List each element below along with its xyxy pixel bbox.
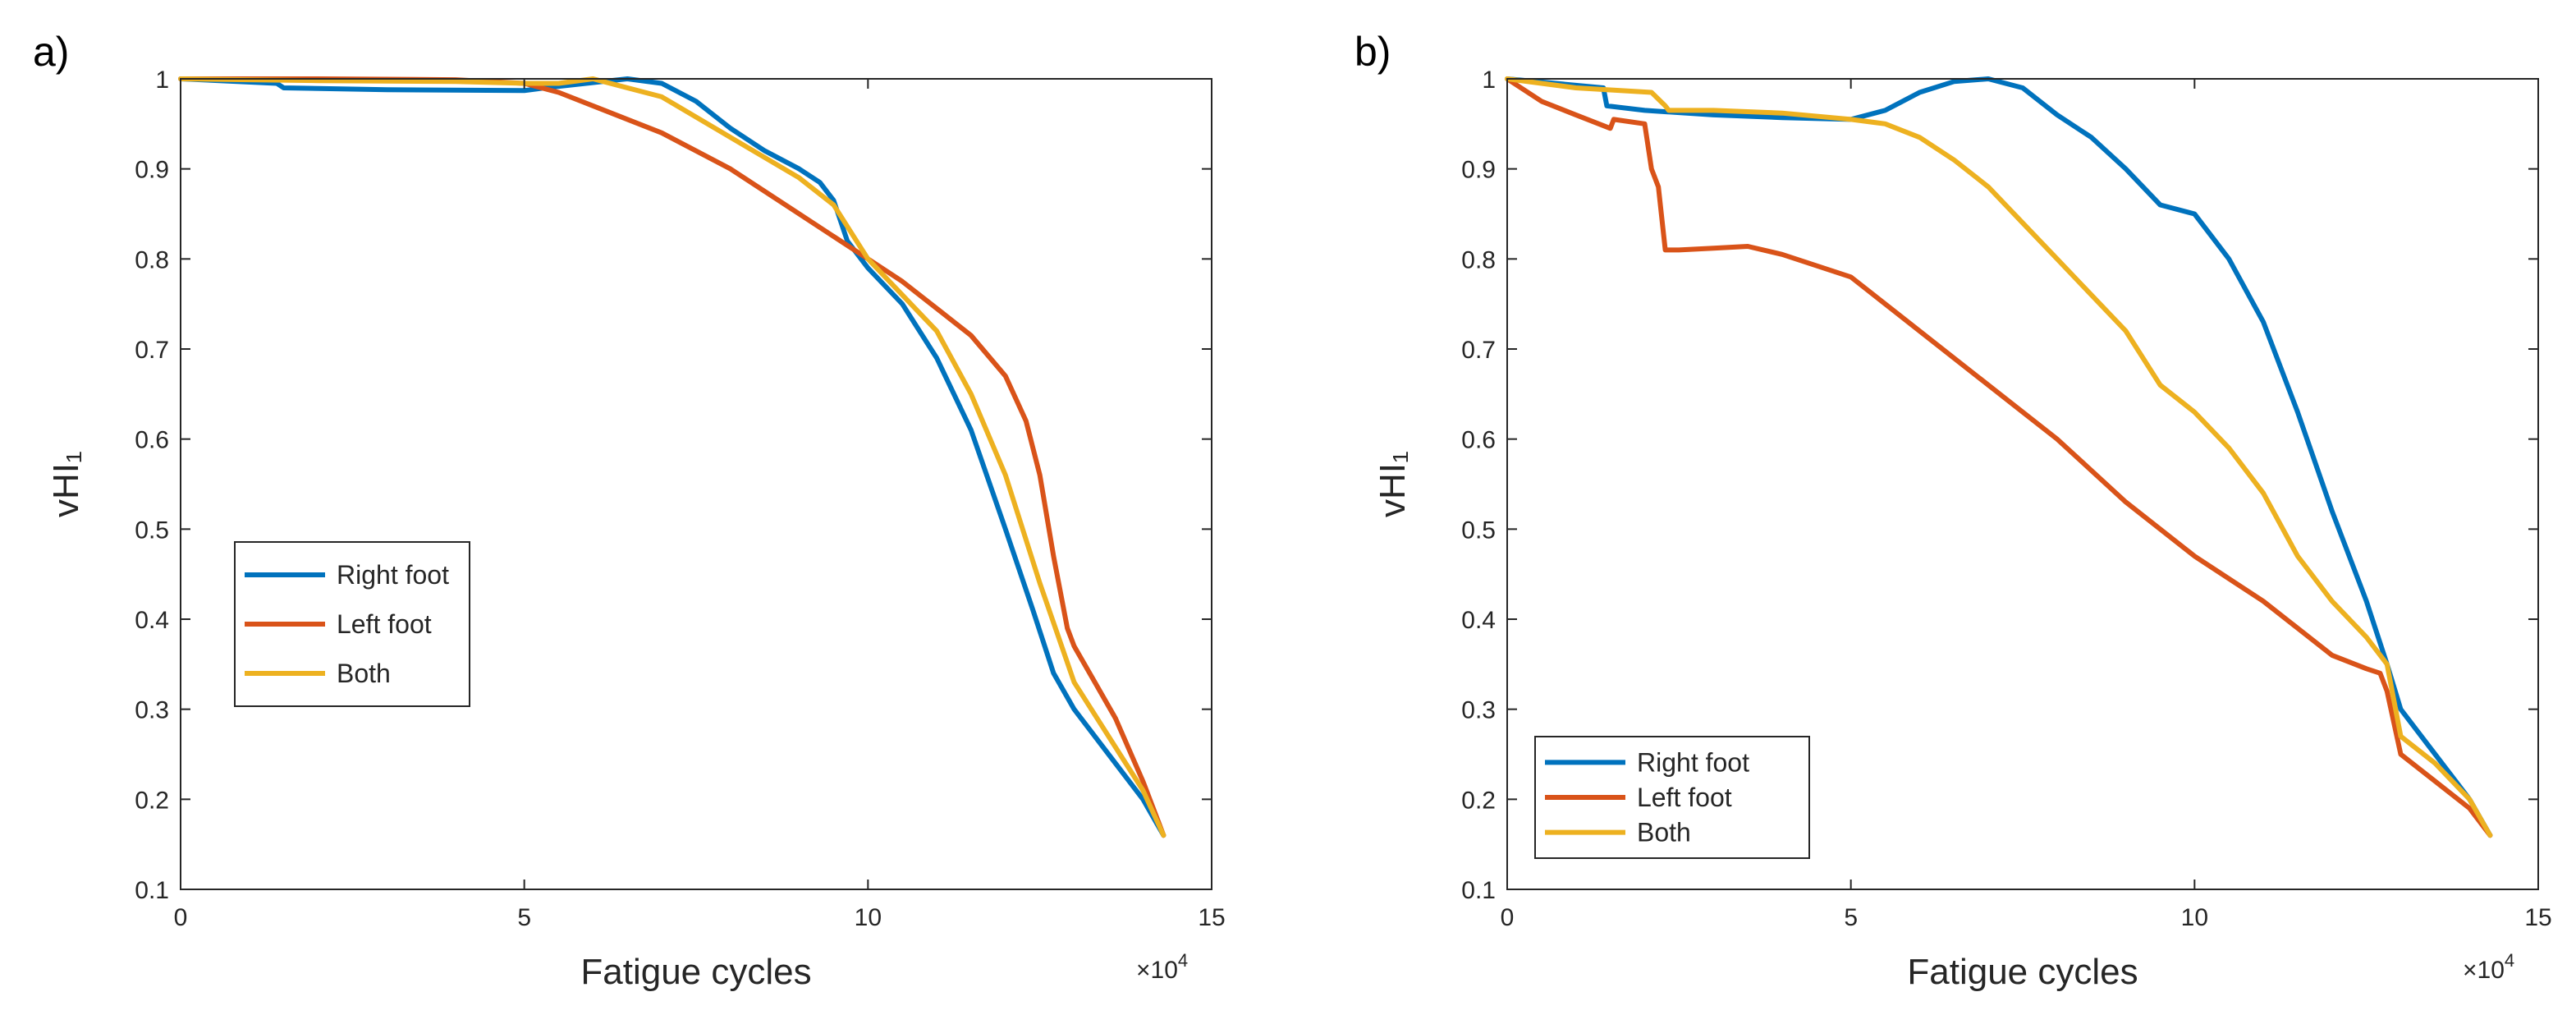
panel-a-legend-label-right-foot: Right foot	[337, 560, 449, 590]
panel-b-xtick-label: 15	[2524, 904, 2551, 931]
panel-b-label: b)	[1354, 29, 1391, 75]
panel-b-legend-label-both: Both	[1637, 818, 1691, 847]
panel-a-axes-box	[180, 78, 1212, 890]
panel-b-legend-label-right-foot: Right foot	[1637, 747, 1749, 777]
panel-b-ytick-label: 0.4	[1461, 607, 1496, 634]
panel-a-x-exponent-power: 4	[1178, 950, 1188, 971]
panel-a-xtick-label: 10	[855, 904, 882, 931]
panel-a-series-left-foot	[178, 76, 1167, 838]
panel-b: b) 0 5 10 15 0.1 0.2 0.3 0.4 0.5 0.6 0.7 0.8 0.9 1 vH…	[1354, 29, 2552, 992]
panel-b-ytick-label: 0.7	[1461, 337, 1496, 364]
panel-a-ytick-label: 1	[155, 67, 169, 94]
panel-a-legend-label-left-foot: Left foot	[337, 609, 432, 639]
panel-b-ytick-label: 0.2	[1461, 787, 1496, 814]
panel-a-xtick-label: 0	[174, 904, 188, 931]
panel-b-ytick-label: 0.3	[1461, 697, 1496, 724]
panel-b-x-exponent: ×104	[2463, 950, 2514, 984]
panel-a-xlabel: Fatigue cycles	[580, 952, 811, 992]
panel-b-x-exponent-power: 4	[2505, 950, 2514, 971]
panel-a-xtick-label: 15	[1198, 904, 1225, 931]
panel-a-ytick-label: 0.3	[135, 697, 169, 724]
panel-a-ytick-label: 0.9	[135, 157, 169, 184]
panel-a-ytick-label: 0.7	[135, 337, 169, 364]
panel-b-ytick-label: 0.6	[1461, 427, 1496, 454]
panel-a-label: a)	[33, 29, 69, 75]
panel-a-legend: Right foot Left foot Both	[234, 541, 470, 707]
panel-a-xtick-label: 5	[517, 904, 531, 931]
panel-b-legend-label-left-foot: Left foot	[1637, 783, 1732, 812]
panel-a-ytick-label: 0.1	[135, 877, 169, 904]
panel-b-ytick-label: 0.1	[1461, 877, 1496, 904]
panel-b-ytick-label: 0.5	[1461, 517, 1496, 544]
panel-a-ytick-label: 0.8	[135, 246, 169, 273]
panel-b-ytick-label: 1	[1482, 67, 1496, 94]
panel-b-ytick-label: 0.8	[1461, 246, 1496, 273]
panel-b-xtick-label: 10	[2181, 904, 2208, 931]
panel-b-series-both	[1505, 76, 2493, 838]
panel-b-plot-area: 0 5 10 15 0.1 0.2 0.3 0.4 0.5 0.6 0.7 0.8 0.9 1	[1461, 67, 2551, 931]
panel-a-ylabel: vHI₁	[46, 451, 86, 517]
panel-b-legend: Right foot Left foot Both	[1534, 736, 1810, 859]
panel-b-ytick-label: 0.9	[1461, 157, 1496, 184]
panel-a-ytick-label: 0.6	[135, 427, 169, 454]
panel-a-series-both	[178, 76, 1167, 838]
panel-b-ylabel: vHI₁	[1373, 451, 1413, 517]
panel-a-legend-label-both: Both	[337, 659, 391, 688]
panel-b-axes-box	[1506, 78, 2539, 890]
panel-b-series-right-foot	[1505, 76, 2493, 838]
panel-b-x-exponent-base: ×10	[2463, 957, 2505, 984]
panel-a-series-right-foot	[178, 76, 1167, 838]
panel-a-x-exponent-base: ×10	[1136, 957, 1178, 984]
panel-a-x-exponent: ×104	[1136, 950, 1188, 984]
panel-a-ytick-label: 0.4	[135, 607, 169, 634]
panel-b-xlabel: Fatigue cycles	[1907, 952, 2138, 992]
panel-b-series-left-foot	[1505, 76, 2493, 838]
panel-a-ytick-label: 0.5	[135, 517, 169, 544]
panel-b-xtick-label: 0	[1501, 904, 1515, 931]
panel-a-plot-area: 0 5 10 15 0.1 0.2 0.3 0.4 0.5 0.6 0.7 0.8 0.9 1	[135, 67, 1225, 931]
panel-a: a) 0 5 10 15 0.1 0.2 0.3 0.4 0.5 0.6 0.7 0.8 0.9 1 vH…	[33, 29, 1226, 992]
panel-a-ytick-label: 0.2	[135, 787, 169, 814]
panel-b-xtick-label: 5	[1844, 904, 1858, 931]
